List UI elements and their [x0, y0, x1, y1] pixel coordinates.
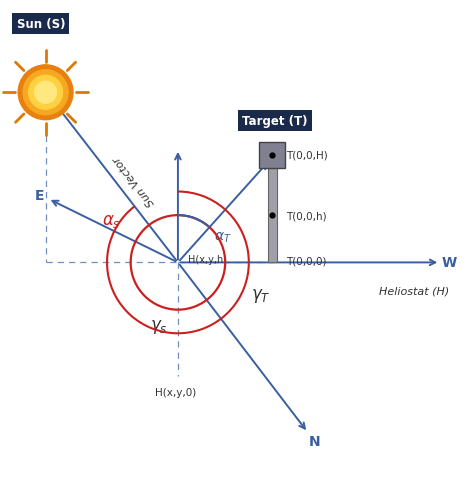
Circle shape [23, 71, 68, 116]
Circle shape [35, 82, 56, 104]
Circle shape [28, 76, 63, 110]
Text: Heliostat (H): Heliostat (H) [379, 286, 449, 296]
Bar [268, 168, 277, 263]
Text: E: E [35, 188, 44, 203]
Text: H(x,y,0): H(x,y,0) [155, 387, 196, 398]
Text: $\gamma_s$: $\gamma_s$ [150, 318, 168, 336]
Text: Sun (S): Sun (S) [17, 18, 65, 31]
Text: H(x,y,h): H(x,y,h) [188, 254, 228, 264]
Text: $\alpha_s$: $\alpha_s$ [102, 211, 121, 229]
Text: T(0,0,0): T(0,0,0) [286, 256, 326, 265]
Text: W: W [441, 256, 456, 270]
Text: T(0,0,h): T(0,0,h) [286, 211, 326, 221]
Text: Target (T): Target (T) [242, 115, 308, 128]
Bar [259, 142, 285, 168]
Text: $\gamma_T$: $\gamma_T$ [251, 287, 271, 305]
Text: T(0,0,H): T(0,0,H) [286, 151, 328, 161]
Circle shape [18, 66, 73, 121]
Text: Sun Vector: Sun Vector [111, 154, 156, 208]
Text: N: N [309, 434, 321, 448]
Text: $\alpha_T$: $\alpha_T$ [214, 230, 232, 244]
